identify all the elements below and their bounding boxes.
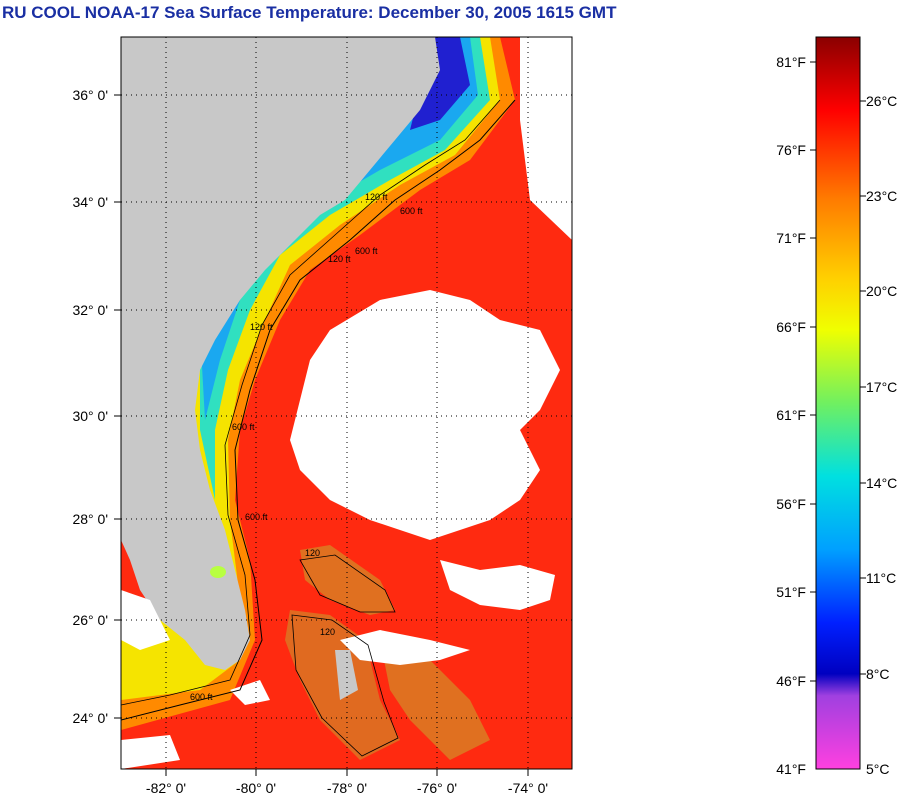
colorbar-c-label: 23°C (866, 188, 897, 204)
colorbar-c-label: 5°C (866, 761, 890, 777)
contour-label: 600 ft (245, 512, 268, 522)
colorbar-f-label: 61°F (776, 407, 806, 423)
colorbar-f-label: 66°F (776, 319, 806, 335)
colorbar-f-label: 56°F (776, 496, 806, 512)
lon-tick-label: -78° 0' (327, 780, 367, 796)
lat-tick-label: 26° 0' (72, 612, 108, 628)
lon-tick-label: -82° 0' (146, 780, 186, 796)
little-bahama-bank (300, 545, 395, 615)
contour-label: 600 ft (232, 422, 255, 432)
isobath-great-bahama (291, 614, 399, 757)
colorbar-f-label: 51°F (776, 584, 806, 600)
contour-label: 120 ft (328, 254, 351, 264)
lat-tick-label: 32° 0' (72, 302, 108, 318)
lat-tick-label: 30° 0' (72, 408, 108, 424)
cloud-region-ne (520, 37, 572, 240)
contour-label: 120 ft (250, 322, 273, 332)
colorbar-f-label: 81°F (776, 54, 806, 70)
contour-label: 120 (305, 548, 320, 558)
lat-tick-label: 28° 0' (72, 511, 108, 527)
colorbar-f-label: 41°F (776, 761, 806, 777)
contour-label: 120 ft (365, 192, 388, 202)
lon-tick-label: -76° 0' (417, 780, 457, 796)
cloud-region-keys (230, 680, 270, 705)
southeast-bahamas-banks (380, 640, 490, 760)
colorbar-ticks (810, 61, 866, 682)
lat-tick-label: 34° 0' (72, 194, 108, 210)
cloud-region-east (440, 560, 555, 610)
colorbar-c-label: 20°C (866, 283, 897, 299)
contour-label: 600 ft (190, 692, 213, 702)
colorbar-f-label: 71°F (776, 230, 806, 246)
colorbar-c-label: 17°C (866, 379, 897, 395)
isobath-little-bahama (299, 554, 396, 613)
land-us-east-coast (121, 37, 440, 670)
colorbar-c-label: 11°C (866, 570, 896, 586)
lon-tick-label: -74° 0' (508, 780, 548, 796)
colorbar-c-label: 14°C (866, 475, 897, 491)
contour-label: 600 ft (355, 246, 378, 256)
map-title: RU COOL NOAA-17 Sea Surface Temperature:… (2, 3, 617, 22)
contour-label: 600 ft (400, 206, 423, 216)
lat-tick-label: 36° 0' (72, 87, 108, 103)
cloud-region-gulf (121, 590, 170, 650)
lake-okeechobee (210, 566, 226, 578)
lon-tick-label: -80° 0' (236, 780, 276, 796)
shelf-band-blue (200, 37, 478, 420)
shelf-band-cyan (200, 37, 490, 500)
cloud-region-sw (121, 735, 180, 769)
colorbar-c-label: 26°C (866, 93, 897, 109)
cloud-region-bahamas (340, 630, 470, 665)
lat-tick-label: 24° 0' (72, 710, 108, 726)
colorbar-c-label: 8°C (866, 666, 890, 682)
graticule (121, 37, 572, 769)
isobath-120ft (121, 99, 501, 706)
axis-ticks (114, 94, 529, 776)
colorbar-f-label: 76°F (776, 142, 806, 158)
colorbar-f-label: 46°F (776, 673, 806, 689)
isobath-600ft (121, 99, 516, 721)
andros-island (335, 650, 358, 700)
contour-label: 120 (320, 627, 335, 637)
cloud-region-central (290, 290, 560, 540)
colorbar (815, 36, 861, 770)
land-gulf-edge (121, 460, 138, 530)
sound-water-darkblue (410, 37, 470, 130)
